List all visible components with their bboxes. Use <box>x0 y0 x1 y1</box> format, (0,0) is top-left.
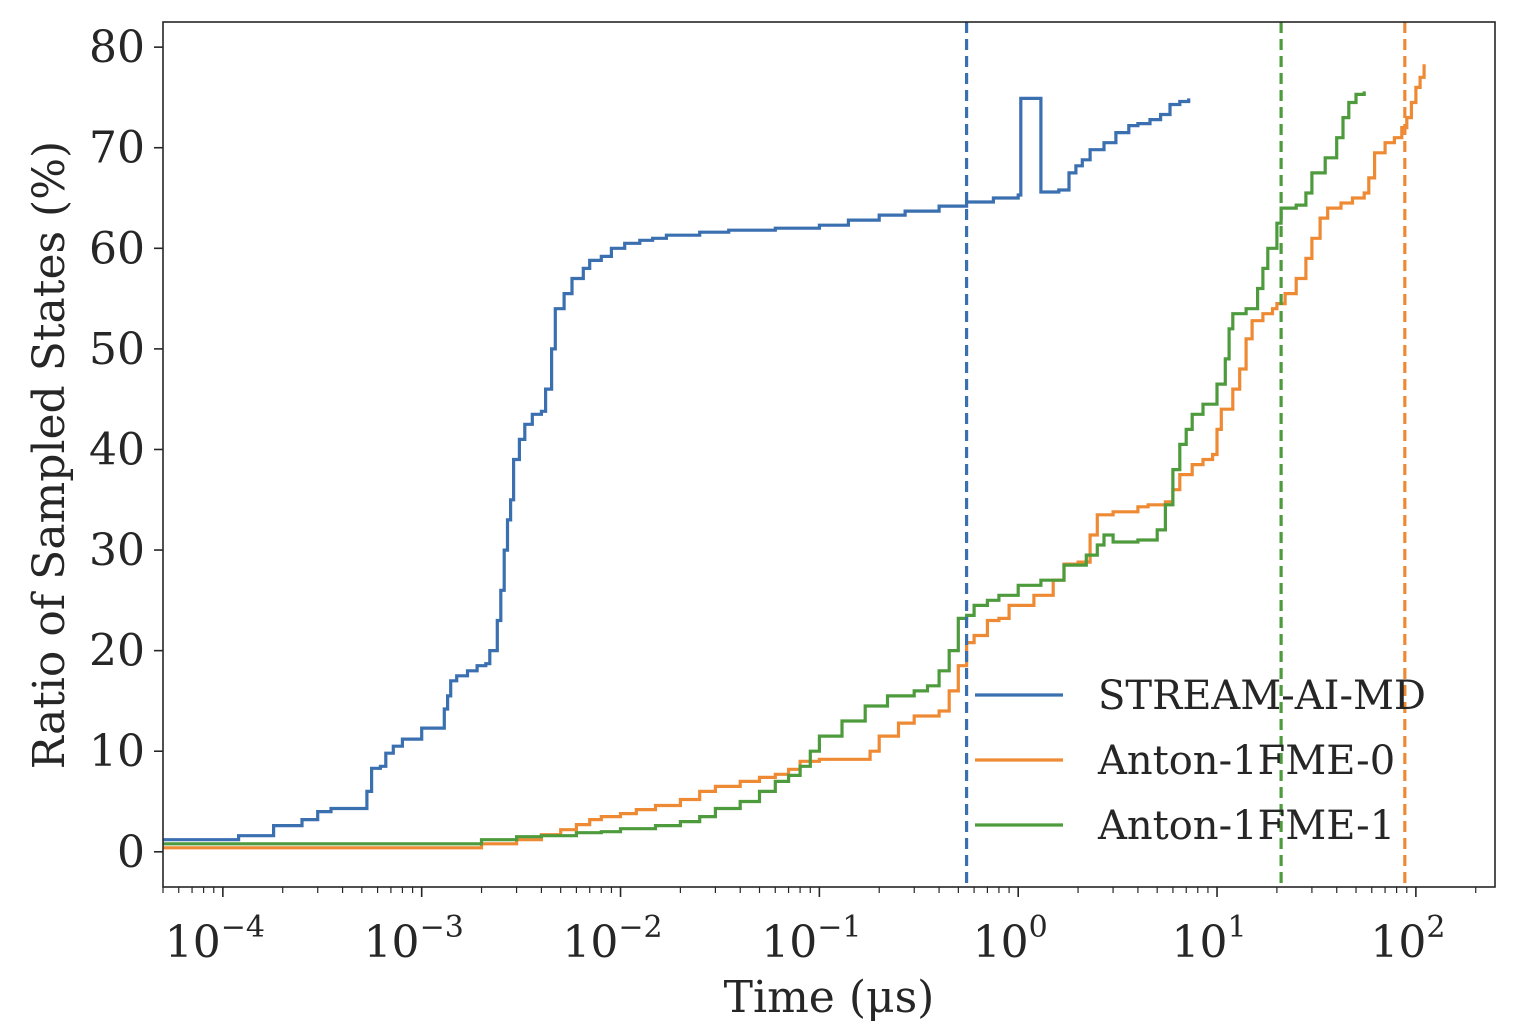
x-tick-label: 100 <box>973 910 1048 968</box>
series-line-stream-ai-md <box>163 96 1191 842</box>
y-tick-label: 30 <box>89 525 145 576</box>
legend: STREAM-AI-MD Anton-1FME-0 Anton-1FME-1 <box>975 673 1426 849</box>
vline-layer <box>964 22 1407 887</box>
series-layer <box>163 64 1426 850</box>
series-line-anton-1fme-0 <box>163 64 1426 850</box>
y-tick-label: 0 <box>117 827 145 878</box>
y-tick-label: 10 <box>89 726 145 777</box>
x-tick-label: 10−4 <box>165 910 265 968</box>
x-axis: 10−4 10−3 10−2 10−1 100 101 102 <box>165 887 1445 968</box>
y-tick-label: 70 <box>89 123 145 174</box>
plot-frame <box>162 21 1496 888</box>
y-tick-label: 40 <box>89 424 145 475</box>
series-line-anton-1fme-1 <box>163 91 1366 846</box>
x-tick-label: 10−1 <box>761 910 861 968</box>
y-tick-label: 80 <box>89 22 145 73</box>
y-tick-label: 50 <box>89 324 145 375</box>
x-tick-label: 10−3 <box>364 910 464 968</box>
legend-label: Anton-1FME-1 <box>1097 803 1395 849</box>
y-tick-label: 20 <box>89 626 145 677</box>
x-tick-label: 102 <box>1370 910 1445 968</box>
y-tick-label: 60 <box>89 223 145 274</box>
legend-label: Anton-1FME-0 <box>1097 738 1395 784</box>
x-minor-ticks <box>162 887 1477 893</box>
x-tick-label: 101 <box>1171 910 1246 968</box>
y-axis-label: Ratio of Sampled States (%) <box>24 141 75 769</box>
y-axis: 0 10 20 30 40 50 60 70 80 <box>89 22 163 878</box>
x-axis-label: Time (μs) <box>724 972 935 1023</box>
x-tick-label: 10−2 <box>562 910 662 968</box>
legend-label: STREAM-AI-MD <box>1098 673 1426 719</box>
